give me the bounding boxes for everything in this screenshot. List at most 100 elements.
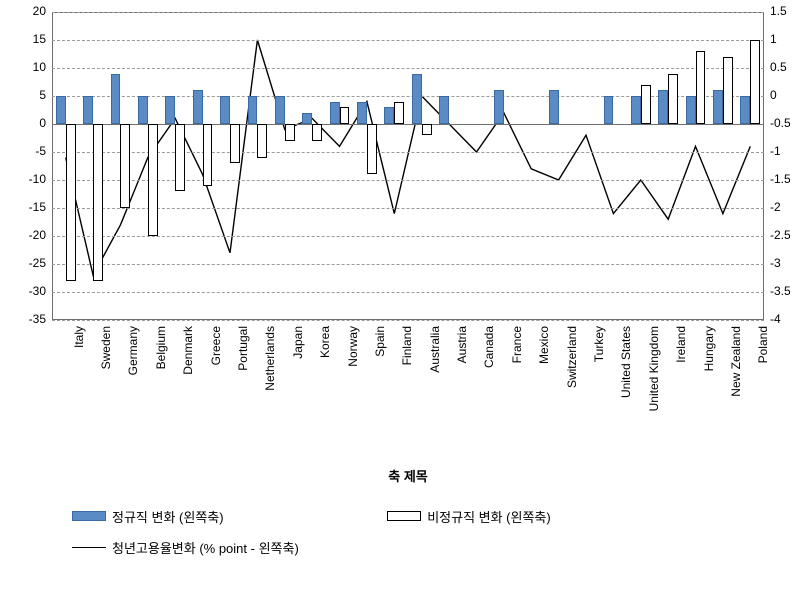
x-tick-label: Denmark <box>181 326 195 466</box>
y-left-tick-label: -5 <box>12 144 46 158</box>
y-right-tick-label: -2 <box>770 200 781 214</box>
gridline <box>52 68 764 69</box>
y-right-tick-label: 0.5 <box>770 60 787 74</box>
y-left-tick-label: 15 <box>12 32 46 46</box>
y-left-tick-label: -20 <box>12 228 46 242</box>
y-left-tick-label: -35 <box>12 312 46 326</box>
gridline <box>52 152 764 153</box>
plot-area <box>52 12 764 320</box>
regular-bar <box>275 96 285 124</box>
x-tick-label: Portugal <box>236 326 250 466</box>
chart-root: 축 제목 정규직 변화 (왼쪽축) 비정규직 변화 (왼쪽축) 청년고용율변화 … <box>0 0 811 608</box>
x-tick-label: Switzerland <box>565 326 579 466</box>
legend-label-nonregular: 비정규직 변화 (왼쪽축) <box>427 507 551 526</box>
nonregular-bar <box>175 124 185 191</box>
nonregular-bar <box>668 74 678 124</box>
nonregular-bar <box>120 124 130 208</box>
gridline <box>52 12 764 13</box>
regular-bar <box>111 74 121 124</box>
y-right-tick-label: -0.5 <box>770 116 791 130</box>
nonregular-bar <box>340 107 350 124</box>
y-right-tick-label: -2.5 <box>770 228 791 242</box>
nonregular-bar <box>750 40 760 124</box>
regular-bar <box>439 96 449 124</box>
regular-bar <box>549 90 559 124</box>
nonregular-bar <box>148 124 158 236</box>
swatch-youth <box>72 547 106 548</box>
nonregular-bar <box>422 124 432 135</box>
regular-bar <box>302 113 312 124</box>
line-series-svg <box>52 12 764 320</box>
x-tick-label: Mexico <box>537 326 551 466</box>
regular-bar <box>220 96 230 124</box>
y-left-tick-label: 0 <box>12 116 46 130</box>
gridline <box>52 208 764 209</box>
y-left-tick-label: -25 <box>12 256 46 270</box>
gridline <box>52 292 764 293</box>
legend-item-regular: 정규직 변화 (왼쪽축) <box>72 506 224 526</box>
x-tick-label: Turkey <box>592 326 606 466</box>
y-right-tick-label: -3 <box>770 256 781 270</box>
regular-bar <box>713 90 723 124</box>
y-right-tick-label: 0 <box>770 88 777 102</box>
y-right-tick-label: -4 <box>770 312 781 326</box>
x-tick-label: Japan <box>291 326 305 466</box>
nonregular-bar <box>696 51 706 124</box>
x-tick-label: France <box>510 326 524 466</box>
y-right-tick-label: 1.5 <box>770 4 787 18</box>
gridline <box>52 96 764 97</box>
regular-bar <box>330 102 340 124</box>
x-tick-label: United States <box>619 326 633 466</box>
x-tick-label: Poland <box>756 326 770 466</box>
nonregular-bar <box>367 124 377 174</box>
regular-bar <box>740 96 750 124</box>
x-tick-label: Netherlands <box>263 326 277 466</box>
x-tick-label: Spain <box>373 326 387 466</box>
nonregular-bar <box>285 124 295 141</box>
regular-bar <box>384 107 394 124</box>
y-left-tick-label: 20 <box>12 4 46 18</box>
y-left-tick-label: -30 <box>12 284 46 298</box>
y-left-tick-label: 5 <box>12 88 46 102</box>
x-tick-label: Australia <box>428 326 442 466</box>
nonregular-bar <box>641 85 651 124</box>
regular-bar <box>357 102 367 124</box>
nonregular-bar <box>203 124 213 186</box>
legend-label-youth: 청년고용율변화 (% point - 왼쪽축) <box>112 538 299 557</box>
x-tick-label: Finland <box>400 326 414 466</box>
x-tick-label: Greece <box>209 326 223 466</box>
legend-item-youth: 청년고용율변화 (% point - 왼쪽축) <box>72 538 299 558</box>
nonregular-bar <box>723 57 733 124</box>
regular-bar <box>56 96 66 124</box>
nonregular-bar <box>312 124 322 141</box>
zero-line <box>52 124 764 125</box>
nonregular-bar <box>66 124 76 281</box>
youth-line <box>66 40 751 275</box>
gridline <box>52 40 764 41</box>
x-tick-label: Sweden <box>99 326 113 466</box>
regular-bar <box>631 96 641 124</box>
x-tick-label: Canada <box>482 326 496 466</box>
regular-bar <box>658 90 668 124</box>
x-tick-label: Austria <box>455 326 469 466</box>
gridline <box>52 264 764 265</box>
regular-bar <box>412 74 422 124</box>
legend-label-regular: 정규직 변화 (왼쪽축) <box>112 507 224 526</box>
legend: 정규직 변화 (왼쪽축) 비정규직 변화 (왼쪽축) 청년고용율변화 (% po… <box>72 506 591 558</box>
gridline <box>52 180 764 181</box>
y-right-tick-label: -1 <box>770 144 781 158</box>
regular-bar <box>138 96 148 124</box>
x-tick-label: Ireland <box>674 326 688 466</box>
x-tick-label: New Zealand <box>729 326 743 466</box>
x-axis-title: 축 제목 <box>308 466 508 485</box>
swatch-nonregular <box>387 511 421 521</box>
regular-bar <box>604 96 614 124</box>
y-left-tick-label: 10 <box>12 60 46 74</box>
y-left-tick-label: -15 <box>12 200 46 214</box>
x-tick-label: Belgium <box>154 326 168 466</box>
legend-item-nonregular: 비정규직 변화 (왼쪽축) <box>387 506 551 526</box>
x-tick-label: Germany <box>126 326 140 466</box>
y-right-tick-label: -3.5 <box>770 284 791 298</box>
x-tick-label: Korea <box>318 326 332 466</box>
y-right-tick-label: 1 <box>770 32 777 46</box>
